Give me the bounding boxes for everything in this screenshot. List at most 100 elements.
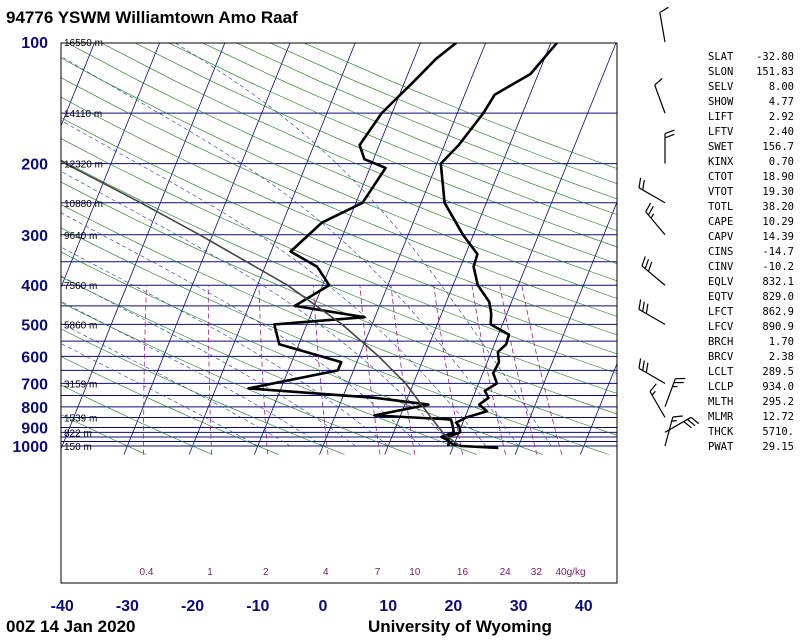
index-label: SELV <box>708 81 734 93</box>
pressure-tick-label: 100 <box>21 35 48 52</box>
mixing-ratio-label: 10 <box>409 567 421 578</box>
pressure-tick-label: 1000 <box>12 439 48 456</box>
wind-barb-flag <box>641 256 646 267</box>
isotherm-line <box>579 362 617 455</box>
pressure-tick-label: 900 <box>21 421 48 438</box>
isotherm-line <box>384 43 552 455</box>
temperature-line <box>439 43 559 450</box>
index-label: LCLP <box>708 381 734 393</box>
index-label: KINX <box>708 156 734 168</box>
wind-barb <box>641 256 666 286</box>
wind-barbs <box>638 6 700 447</box>
index-row: MLMR 12.72 <box>708 410 794 425</box>
index-row: BRCH 1.70 <box>708 335 794 350</box>
wind-barb <box>638 358 666 384</box>
index-value: 2.38 <box>768 351 794 363</box>
index-label: MLMR <box>708 411 734 423</box>
wind-barb-shaft <box>645 211 666 236</box>
pressure-tick-label: 600 <box>21 349 48 366</box>
wind-barb-shaft <box>638 187 666 204</box>
index-label: BRCH <box>708 336 734 348</box>
dry-adiabat-line <box>202 43 617 215</box>
pressure-tick-label: 200 <box>21 157 48 174</box>
wind-barb <box>645 202 666 236</box>
pressure-tick-label: 300 <box>21 228 48 245</box>
dry-adiabat-line <box>61 384 213 455</box>
moist-adiabat-line <box>61 120 487 447</box>
index-label: LFCV <box>708 321 734 333</box>
index-label: MLTH <box>708 396 734 408</box>
index-label: CAPV <box>708 231 734 243</box>
index-value: 151.83 <box>756 66 794 78</box>
index-row: LCLP 934.0 <box>708 380 794 395</box>
moist-adiabat-line <box>61 300 324 447</box>
height-label: 3159 m <box>64 379 97 390</box>
index-value: 5710. <box>762 426 794 438</box>
mixing-ratio-line <box>312 285 329 455</box>
wind-barb-flag <box>645 202 652 213</box>
index-row: LFTV 2.40 <box>708 125 794 140</box>
height-label: 5860 m <box>64 320 97 331</box>
isotherm-line <box>61 43 226 450</box>
dry-adiabat-line <box>61 96 617 336</box>
height-label: 12320 m <box>64 160 103 171</box>
index-value: 29.15 <box>762 441 794 453</box>
index-value: 862.9 <box>762 306 794 318</box>
index-row: MLTH 295.2 <box>708 395 794 410</box>
wind-barb <box>664 129 675 164</box>
index-value: 1.70 <box>768 336 794 348</box>
index-row: CTOT 18.90 <box>708 170 794 185</box>
mixing-ratio-label: 7 <box>375 567 381 578</box>
wind-barb-flag <box>651 390 656 396</box>
wind-barb <box>664 415 683 447</box>
index-value: 10.29 <box>762 216 794 228</box>
index-row: KINX 0.70 <box>708 155 794 170</box>
dry-adiabat-line <box>61 57 617 299</box>
mixing-ratio-line <box>521 285 563 455</box>
isotherm-line <box>514 201 617 455</box>
wind-barb-flag <box>664 133 675 139</box>
wind-barb-flag <box>686 418 696 427</box>
index-label: CINS <box>708 246 734 258</box>
index-label: VTOT <box>708 186 734 198</box>
index-value: 829.0 <box>762 291 794 303</box>
wind-barb-shaft <box>638 367 666 384</box>
height-label: 16550 m <box>64 38 103 49</box>
mixing-ratio-line <box>359 285 381 455</box>
wind-barb <box>664 416 700 433</box>
index-label: SLAT <box>708 51 734 63</box>
wind-barb-flag <box>683 421 692 429</box>
grid-layer <box>61 43 617 455</box>
temperature-tick-label: -40 <box>51 598 74 615</box>
moist-adiabat-line <box>61 275 356 447</box>
index-row: VTOT 19.30 <box>708 185 794 200</box>
wind-barb-flag <box>642 179 645 190</box>
index-label: LFCT <box>708 306 734 318</box>
moist-adiabat-line <box>61 343 258 447</box>
wind-barb-shaft <box>638 308 666 325</box>
index-label: PWAT <box>708 441 734 453</box>
temperature-tick-label: -20 <box>181 598 204 615</box>
wind-barb-shaft <box>664 378 676 408</box>
wind-barb-shaft <box>649 391 666 418</box>
isotherm-line <box>188 43 356 455</box>
wind-barb-shaft <box>664 416 674 447</box>
index-value: 38.20 <box>762 201 794 213</box>
isotherm-line <box>123 43 291 455</box>
index-label: SWET <box>708 141 734 153</box>
wind-barb-flag <box>645 362 649 373</box>
isotherm-line <box>449 43 617 455</box>
wind-barb-shaft <box>654 84 666 114</box>
data-layer <box>61 43 559 450</box>
index-value: 12.72 <box>762 411 794 423</box>
index-row: THCK 5710. <box>708 425 794 440</box>
index-value: 289.5 <box>762 366 794 378</box>
index-row: LFCT 862.9 <box>708 305 794 320</box>
dry-adiabat-line <box>61 414 147 455</box>
index-row: BRCV 2.38 <box>708 350 794 365</box>
index-label: BRCV <box>708 351 734 363</box>
index-label: CINV <box>708 261 734 273</box>
mixing-ratio-line <box>433 285 463 455</box>
stability-indices-panel: SLAT -32.80 SLON 151.83 SELV 8.00 SHOW 4.77 LIFT… <box>708 50 798 455</box>
